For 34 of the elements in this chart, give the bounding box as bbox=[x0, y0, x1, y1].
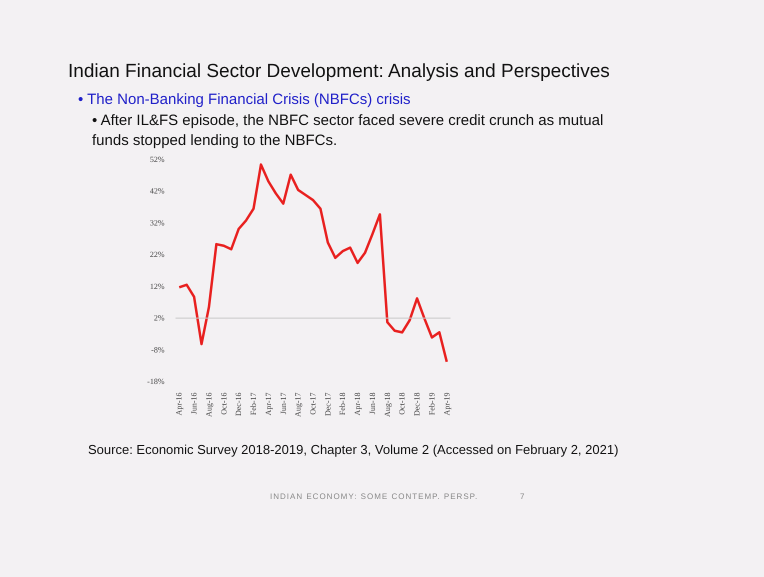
x-tick-label: Feb-19 bbox=[427, 392, 436, 415]
text: 7 bbox=[520, 491, 524, 503]
x-tick-label: Dec-17 bbox=[323, 392, 332, 416]
x-tick-label: Dec-16 bbox=[234, 392, 244, 416]
y-tick-label: 52% bbox=[150, 154, 165, 164]
source-note: Source: Economic Survey 2018-2019, Chapter 3, Volume 2 (Accessed on February 2, 2021) bbox=[88, 440, 618, 459]
x-tick-label: Jun-16 bbox=[190, 392, 199, 414]
x-tick-label: Aug-17 bbox=[294, 392, 303, 417]
y-tick-label: -18% bbox=[147, 376, 165, 386]
x-tick-label: Jun-18 bbox=[368, 392, 377, 414]
x-tick-label: Aug-16 bbox=[204, 392, 214, 417]
line-series bbox=[178, 162, 448, 363]
y-tick-label: 32% bbox=[150, 218, 165, 227]
x-tick-label: Apr-19 bbox=[442, 392, 452, 416]
y-tick-label: 12% bbox=[150, 281, 165, 290]
chart-subtitle: • The Non-Banking Financial Crisis (NBFCs) crisis bbox=[78, 90, 411, 110]
x-tick-label: Oct-18 bbox=[398, 392, 407, 414]
x-tick-label: Jun-17 bbox=[278, 392, 288, 414]
x-tick-label: Feb-17 bbox=[249, 392, 258, 415]
text: INDIAN ECONOMY: SOME CONTEMP. PERSP. bbox=[270, 491, 478, 503]
x-tick-label: Dec-18 bbox=[412, 392, 422, 416]
chart-title: Indian Financial Sector Development: Analysis and Perspectives bbox=[68, 60, 610, 84]
y-tick-label: -8% bbox=[151, 344, 165, 354]
x-tick-label: Feb-18 bbox=[338, 392, 348, 415]
x-tick-label: Apr-16 bbox=[174, 392, 184, 416]
y-tick-label: 22% bbox=[150, 250, 165, 259]
y-tick-label: 2% bbox=[154, 313, 165, 322]
text: • After IL&FS episode, the NBFC sector faced severe credit crunch as mutual funds stopped lending to the NBFCs. bbox=[92, 110, 604, 151]
x-tick-label: Apr-18 bbox=[353, 392, 362, 416]
x-tick-label: Oct-17 bbox=[308, 392, 318, 414]
y-tick-label: 42% bbox=[150, 186, 165, 196]
x-tick-label: Aug-18 bbox=[382, 392, 392, 417]
x-tick-label: Apr-17 bbox=[264, 392, 273, 416]
x-tick-label: Oct-16 bbox=[219, 392, 228, 414]
